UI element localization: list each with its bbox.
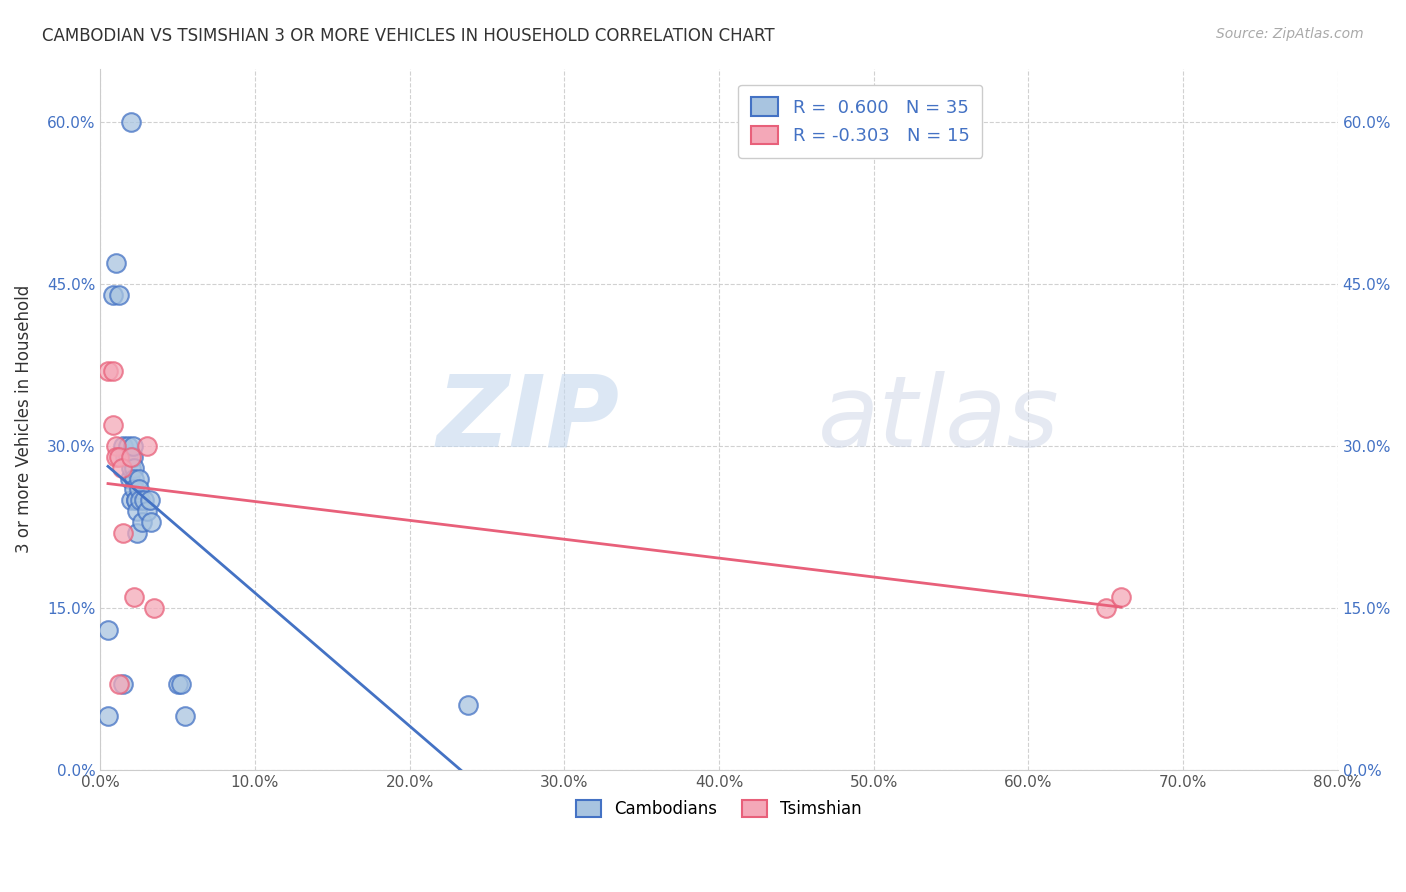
Point [104,450,127,464]
Point [117,450,139,464]
Point [1094,601,1116,615]
Legend: Cambodians, Tsimshian: Cambodians, Tsimshian [569,793,869,825]
Point [97,623,120,637]
Point [132,493,155,508]
Point [131,515,153,529]
Point [112,439,135,453]
Point [108,288,131,302]
Text: Source: ZipAtlas.com: Source: ZipAtlas.com [1216,27,1364,41]
Point [170,676,193,690]
Point [120,450,142,464]
Point [127,504,149,518]
Point [112,525,135,540]
Point [120,460,142,475]
Point [104,256,127,270]
Point [129,493,152,508]
Point [1109,591,1132,605]
Point [128,483,150,497]
Point [121,450,143,464]
Point [457,698,479,713]
Point [101,417,124,432]
Text: ZIP: ZIP [437,371,620,467]
Y-axis label: 3 or more Vehicles in Household: 3 or more Vehicles in Household [15,285,32,553]
Point [125,493,148,508]
Point [143,601,166,615]
Point [108,676,131,690]
Point [101,364,124,378]
Text: CAMBODIAN VS TSIMSHIAN 3 OR MORE VEHICLES IN HOUSEHOLD CORRELATION CHART: CAMBODIAN VS TSIMSHIAN 3 OR MORE VEHICLE… [42,27,775,45]
Point [139,493,162,508]
Point [128,472,150,486]
Text: atlas: atlas [818,371,1060,467]
Point [112,676,135,690]
Point [124,483,146,497]
Point [127,525,149,540]
Point [166,676,188,690]
Point [121,439,143,453]
Point [114,450,136,464]
Point [108,450,131,464]
Point [101,288,124,302]
Point [135,504,157,518]
Point [111,460,134,475]
Point [124,591,146,605]
Point [124,472,146,486]
Point [124,460,146,475]
Point [117,439,139,453]
Point [97,709,120,723]
Point [174,709,197,723]
Point [97,364,120,378]
Point [118,472,141,486]
Point [120,493,142,508]
Point [135,439,157,453]
Point [141,515,163,529]
Point [125,493,148,508]
Point [104,439,127,453]
Point [120,115,142,129]
